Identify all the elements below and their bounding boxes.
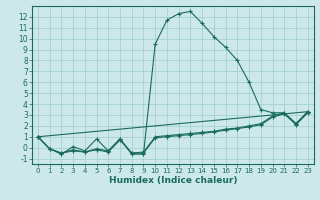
X-axis label: Humidex (Indice chaleur): Humidex (Indice chaleur)	[108, 176, 237, 185]
